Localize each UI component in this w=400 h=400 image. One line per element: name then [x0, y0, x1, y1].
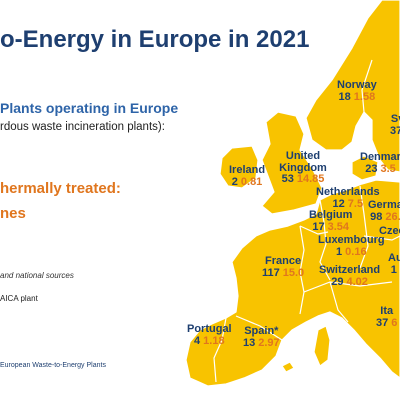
plant-count: 1 — [336, 245, 343, 258]
plant-count: 37 — [390, 124, 400, 137]
tonnes-value: 14.85 — [296, 173, 325, 186]
plant-count: 4 — [194, 334, 201, 347]
label-switzerland: Switzerland 29 4.02 — [319, 264, 381, 288]
plants-subheading: rdous waste incineration plants): — [0, 121, 165, 133]
label-austria: Au 1 — [388, 252, 400, 276]
tonnes-value: 1.58 — [353, 90, 376, 103]
treated-unit: nes — [0, 205, 26, 222]
source-note: and national sources — [0, 271, 74, 280]
label-spain: Spain* 13 2.97 — [243, 325, 280, 349]
tonnes-value: 0.81 — [240, 175, 263, 188]
label-italy: Ita 37 6 — [376, 305, 398, 329]
italy-border — [329, 281, 349, 323]
plant-count: 12 — [332, 197, 345, 210]
country-name: Norway — [337, 79, 377, 91]
label-sweden: Sv 37 — [390, 113, 400, 137]
country-name: Switzerland — [319, 264, 381, 276]
country-name: Spain* — [244, 325, 279, 337]
plant-count: 2 — [231, 175, 238, 188]
tonnes-value: 0.16 — [345, 245, 367, 258]
plant-count: 117 — [262, 266, 280, 279]
country-name: United Kingdom — [279, 150, 327, 174]
country-name: Portugal — [187, 323, 232, 335]
denmark-region — [351, 155, 379, 181]
plant-count: 13 — [243, 336, 256, 349]
country-name: France — [265, 255, 302, 267]
tonnes-value: 15.0 — [282, 266, 305, 279]
germany-west-border — [319, 199, 331, 281]
plant-count: 18 — [338, 90, 351, 103]
balearic-region — [281, 361, 295, 373]
country-name: Sv — [390, 113, 400, 125]
country-name: Ita — [380, 305, 394, 317]
label-norway: Norway 18 1.58 — [337, 79, 377, 103]
label-czech: Czec — [379, 225, 400, 249]
label-uk: United Kingdom 53 14.85 — [272, 150, 334, 186]
label-ireland: Ireland 2 0.81 — [229, 164, 266, 188]
czech-border — [363, 235, 400, 241]
scandinavia-region — [305, 0, 400, 173]
label-portugal: Portugal 4 1.18 — [187, 323, 232, 347]
plant-count: 17 — [312, 220, 325, 233]
country-name: Ireland — [229, 164, 266, 176]
tonnes-value: 3.5 — [380, 162, 396, 175]
label-denmark: Denmar 23 3.5 — [360, 151, 400, 175]
plant-count: 53 — [281, 173, 294, 186]
corsica-sardinia-region — [313, 325, 331, 367]
france-spain-border — [235, 315, 283, 341]
tonnes-value: 3.54 — [327, 220, 350, 233]
country-name: Belgium — [309, 209, 353, 221]
plant-count: 29 — [331, 275, 344, 288]
tonnes-value: 6 — [391, 316, 398, 329]
france-east-border — [299, 225, 305, 315]
tonnes-value: 4.02 — [346, 275, 368, 288]
plant-count: 98 — [370, 210, 383, 223]
country-name: Germa — [368, 199, 400, 211]
great-britain-region — [261, 111, 323, 215]
germany-east-border — [359, 185, 369, 269]
country-name: Netherlands — [316, 186, 380, 198]
treated-heading: hermally treated: — [0, 180, 121, 197]
label-netherlands: Netherlands 12 7.5 — [316, 186, 380, 210]
label-germany: Germa 98 26. — [368, 199, 400, 223]
spain-portugal-border — [213, 317, 227, 383]
alps-border — [303, 281, 393, 293]
plant-count: 37 — [376, 316, 389, 329]
continental-europe-region — [185, 179, 400, 387]
plant-note: AICA plant — [0, 294, 38, 303]
ireland-region — [219, 145, 259, 189]
label-france: France 117 15.0 — [262, 255, 305, 279]
plants-heading: Plants operating in Europe — [0, 100, 179, 116]
country-name: Denmar — [360, 151, 400, 163]
page-title: o-Energy in Europe in 2021 — [0, 26, 310, 53]
country-name: Czec — [379, 225, 400, 237]
plant-count: 1 — [390, 263, 397, 276]
tonnes-value: 1.18 — [203, 334, 225, 347]
country-name: Luxembourg — [318, 234, 385, 246]
label-luxembourg: Luxembourg 1 0.16 — [318, 234, 385, 258]
tonnes-value: 2.97 — [258, 336, 280, 349]
norway-sweden-border — [361, 59, 373, 113]
tonnes-value: 7.5 — [347, 197, 364, 210]
label-belgium: Belgium 17 3.54 — [309, 209, 353, 233]
tonnes-value: 26. — [385, 210, 400, 223]
plant-count: 23 — [365, 162, 378, 175]
footer-note: European Waste-to-Energy Plants — [0, 362, 106, 369]
country-name: Au — [388, 252, 400, 264]
